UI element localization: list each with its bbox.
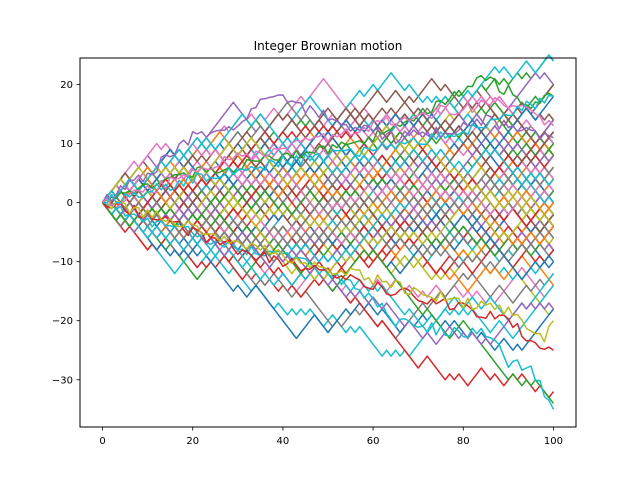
x-axis: 0 20 40 60 80 100 bbox=[99, 427, 563, 447]
y-tick-label: −20 bbox=[52, 316, 73, 327]
y-tick-label: 0 bbox=[67, 198, 73, 209]
series-line bbox=[102, 96, 555, 207]
y-axis: −30 −20 −10 0 10 20 bbox=[52, 80, 80, 386]
series-line bbox=[102, 74, 554, 204]
y-tick-label: 20 bbox=[60, 80, 73, 91]
series-line bbox=[102, 94, 554, 204]
series-line bbox=[102, 202, 554, 351]
series-line bbox=[101, 190, 555, 346]
x-tick-label: 80 bbox=[457, 436, 470, 447]
x-tick-label: 100 bbox=[544, 436, 563, 447]
x-tick-label: 40 bbox=[277, 436, 290, 447]
x-tick-label: 0 bbox=[99, 436, 105, 447]
series-line bbox=[101, 113, 555, 204]
series-line bbox=[101, 94, 554, 203]
series-line bbox=[102, 201, 555, 410]
plot-frame bbox=[79, 57, 577, 428]
y-tick-label: −10 bbox=[52, 257, 73, 268]
y-tick-label: 10 bbox=[60, 139, 73, 150]
chart-title: Integer Brownian motion bbox=[254, 39, 403, 53]
x-tick-label: 20 bbox=[186, 436, 199, 447]
series-line bbox=[102, 201, 555, 343]
series-line bbox=[101, 166, 555, 263]
series-layer bbox=[101, 54, 555, 410]
x-tick-label: 60 bbox=[367, 436, 380, 447]
y-tick-label: −30 bbox=[52, 375, 73, 386]
